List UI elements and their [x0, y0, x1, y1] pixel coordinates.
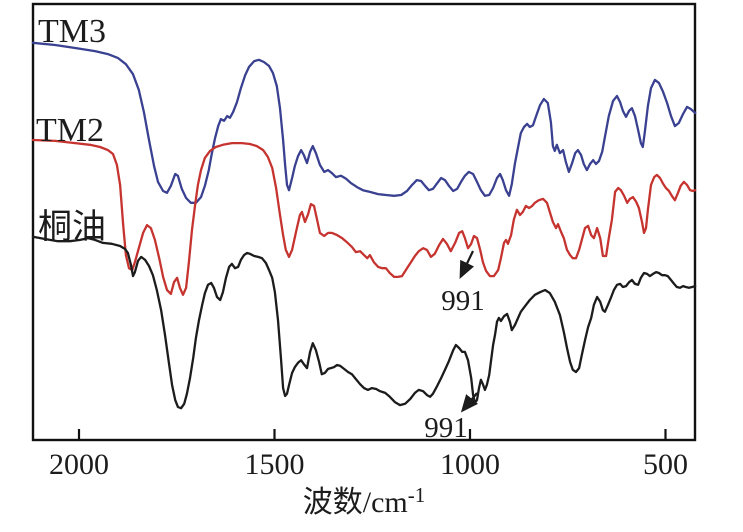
spectrum-curve-2-TM2 [31, 138, 697, 296]
x-axis-title: 波数/cm-1 [303, 483, 426, 519]
annotation-991-tm2: 991 [441, 250, 485, 317]
spectrum-curve-1-TM3 [31, 41, 697, 204]
series-label-tm2: TM2 [36, 112, 104, 149]
series-curves [31, 41, 697, 410]
x-tick-label-1000: 1000 [440, 448, 500, 481]
x-tick-label-2000: 2000 [49, 448, 109, 481]
annotation-arrow [459, 250, 475, 279]
annotation-arrow [460, 392, 479, 413]
series-label-tungoil: 桐油 [38, 208, 106, 246]
x-tick-label-500: 500 [643, 448, 688, 481]
x-tick-label-1500: 1500 [245, 448, 305, 481]
spectrum-curve-3-桐油 [31, 235, 697, 410]
plot-frame [31, 2, 697, 442]
annotation-text: 991 [424, 412, 468, 444]
series-label-tm3: TM3 [38, 13, 106, 50]
annotation-text: 991 [441, 285, 485, 317]
annotation-991-tungoil: 991 [424, 392, 479, 444]
x-axis-ticks [77, 429, 667, 440]
